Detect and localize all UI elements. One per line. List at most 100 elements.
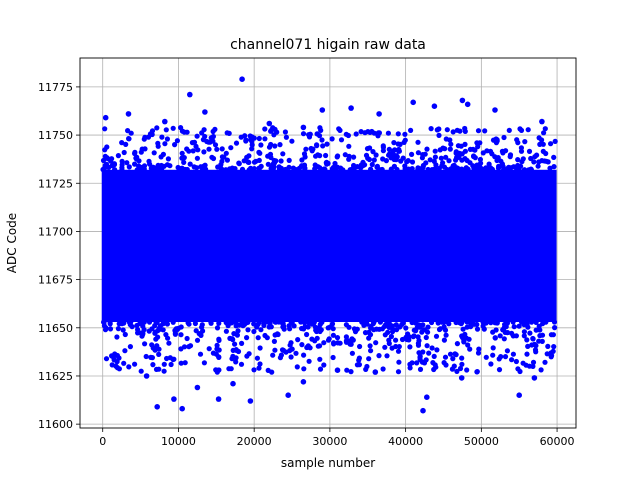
data-point	[134, 156, 140, 162]
data-point	[436, 132, 442, 138]
data-point	[163, 127, 169, 133]
data-point	[162, 141, 168, 147]
data-point	[145, 134, 152, 140]
data-point	[542, 359, 548, 365]
data-point	[317, 125, 323, 131]
outlier-point	[171, 396, 177, 402]
data-point	[312, 162, 318, 168]
data-point	[214, 325, 221, 331]
data-point	[417, 366, 424, 372]
data-point	[257, 361, 263, 367]
data-point	[187, 161, 193, 167]
data-point	[319, 137, 325, 143]
data-point	[103, 356, 110, 362]
data-point	[503, 148, 509, 154]
data-point	[424, 343, 430, 349]
data-point	[149, 342, 155, 348]
outlier-point	[239, 76, 245, 82]
data-point	[262, 136, 268, 142]
data-point	[332, 160, 338, 167]
data-point	[114, 352, 120, 359]
data-point	[349, 336, 355, 342]
data-point	[415, 150, 421, 156]
data-point	[244, 353, 250, 359]
data-point	[443, 136, 449, 142]
data-point	[396, 148, 402, 154]
data-point	[264, 335, 270, 341]
data-point	[201, 127, 207, 133]
data-point	[295, 337, 301, 343]
data-point	[271, 338, 277, 344]
data-point	[507, 152, 514, 158]
y-tick-label: 11775	[38, 81, 73, 94]
data-point	[380, 366, 386, 372]
data-point	[552, 138, 558, 144]
data-point	[254, 355, 260, 361]
data-point	[536, 323, 542, 329]
data-point	[199, 165, 205, 171]
data-point	[235, 328, 241, 334]
x-tick-label: 60000	[540, 435, 575, 448]
data-point	[194, 155, 200, 161]
data-point	[517, 368, 523, 375]
data-point	[233, 140, 240, 146]
data-point	[261, 321, 267, 327]
data-point	[165, 156, 171, 162]
data-point	[128, 130, 134, 136]
data-point	[119, 320, 125, 326]
outlier-point	[194, 384, 201, 391]
data-point	[153, 320, 159, 326]
data-point	[429, 345, 435, 351]
data-points	[100, 76, 558, 414]
data-point	[370, 149, 376, 155]
data-point	[241, 158, 247, 164]
data-point	[436, 165, 442, 171]
data-point	[246, 159, 252, 165]
data-point	[119, 165, 125, 171]
data-point	[233, 319, 239, 325]
data-point	[206, 346, 212, 352]
data-point	[286, 164, 292, 170]
data-point	[168, 361, 174, 368]
data-point	[441, 360, 447, 366]
data-point	[278, 165, 284, 171]
axis-ticks: 0 10000 20000 30000 40000 50000 60000 11600 1162…	[38, 81, 575, 448]
data-point	[115, 153, 121, 159]
data-point	[496, 367, 503, 373]
data-point	[329, 136, 335, 142]
data-point	[373, 340, 379, 346]
outlier-point	[247, 398, 254, 404]
data-point	[518, 145, 525, 151]
data-point	[283, 134, 289, 140]
data-point	[233, 323, 239, 329]
data-point	[419, 329, 425, 335]
data-point	[290, 165, 296, 171]
data-point	[256, 319, 262, 326]
data-point	[239, 166, 246, 172]
data-point	[167, 163, 173, 169]
data-point	[369, 161, 375, 168]
data-point	[551, 154, 557, 160]
data-point	[256, 365, 262, 371]
data-point	[142, 146, 148, 152]
data-point	[459, 361, 465, 367]
y-tick-label: 11700	[38, 225, 73, 238]
data-point	[258, 142, 264, 148]
outlier-point	[459, 97, 466, 104]
data-point	[320, 143, 326, 149]
data-point	[280, 151, 286, 157]
outlier-point	[285, 392, 292, 399]
data-point	[431, 366, 437, 373]
data-point	[289, 138, 295, 144]
data-point	[182, 360, 188, 366]
data-point	[442, 354, 449, 360]
data-point	[321, 340, 327, 346]
data-point	[236, 161, 242, 167]
outlier-point	[102, 114, 109, 121]
data-point	[493, 136, 499, 142]
data-point	[543, 158, 550, 164]
data-point	[149, 355, 155, 361]
data-point	[535, 163, 541, 169]
data-point	[533, 343, 539, 349]
outlier-point	[179, 405, 185, 412]
